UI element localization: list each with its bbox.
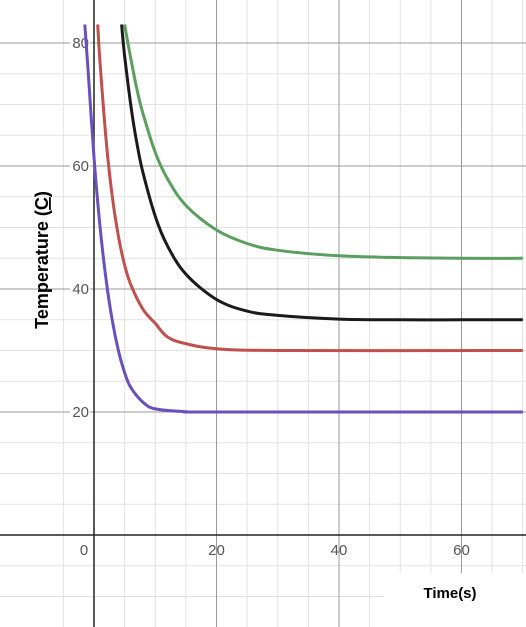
series-line-black — [120, 24, 523, 322]
series-line-green — [123, 24, 523, 260]
x-tick-label: 40 — [331, 542, 348, 559]
y-tick-label-bg — [70, 403, 90, 420]
xlabel-background — [384, 573, 526, 627]
y-tick-label: 20 — [72, 404, 89, 421]
y-tick-label: 40 — [72, 281, 89, 298]
series-line-red — [96, 24, 523, 353]
y-axis-label: Temperature (C) — [32, 191, 52, 329]
x-tick-label: 0 — [80, 542, 88, 559]
y-axis-unit: C — [32, 197, 52, 210]
y-tick-label-bg — [70, 280, 90, 297]
y-tick-label-bg — [70, 157, 90, 174]
series-lines — [83, 24, 523, 414]
series-line-purple — [83, 24, 523, 414]
x-tick-label: 20 — [208, 542, 225, 559]
x-axis-label: Time(s) — [423, 585, 476, 602]
y-tick-label: 60 — [72, 158, 89, 175]
x-tick-label: 60 — [453, 542, 470, 559]
